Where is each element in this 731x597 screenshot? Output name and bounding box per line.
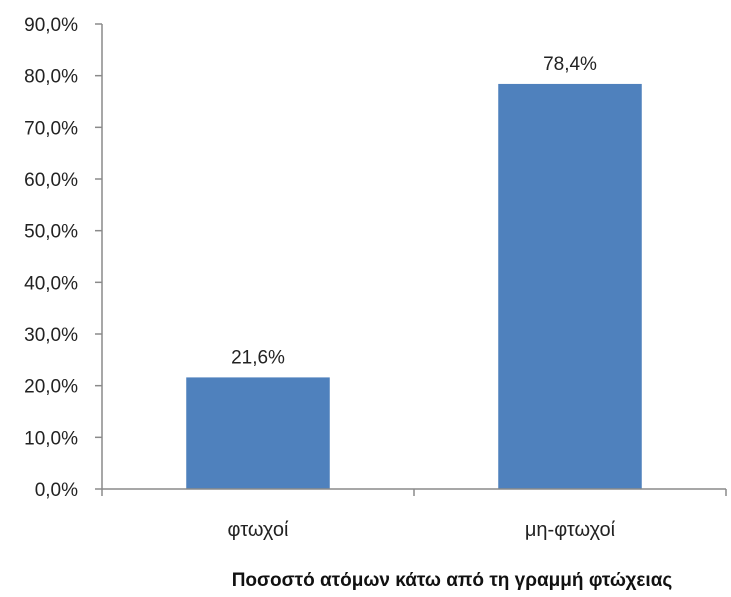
y-tick-label: 70,0%	[24, 118, 78, 139]
y-tick-label: 10,0%	[24, 428, 78, 449]
category-labels: φτωχοί μη-φτωχοί	[228, 519, 616, 541]
y-tick-label: 50,0%	[24, 222, 78, 243]
bar-2	[498, 83, 642, 489]
x-axis-title: Ποσοστό ατόμων κάτω από τη γραμμή φτώχει…	[232, 570, 673, 591]
y-tick-label: 20,0%	[24, 377, 78, 398]
category-label-1: φτωχοί	[228, 519, 289, 541]
y-tick-label: 60,0%	[24, 170, 78, 191]
y-tick-label: 90,0%	[24, 15, 78, 36]
x-axis-ticks	[101, 489, 727, 496]
data-labels: 21,6% 78,4%	[231, 54, 597, 368]
category-label-2: μη-φτωχοί	[525, 519, 616, 541]
y-tick-label: 30,0%	[24, 325, 78, 346]
y-tick-label: 80,0%	[24, 67, 78, 88]
data-label-2: 78,4%	[543, 54, 597, 75]
y-tick-label: 40,0%	[24, 273, 78, 294]
y-axis-ticks: 0,0% 10,0% 20,0% 30,0% 40,0% 50,0% 60,0% 70,0% 8…	[24, 15, 102, 501]
data-label-1: 21,6%	[231, 347, 285, 368]
y-tick-label: 0,0%	[35, 480, 78, 501]
bar-1	[186, 377, 330, 489]
bars	[186, 83, 642, 489]
